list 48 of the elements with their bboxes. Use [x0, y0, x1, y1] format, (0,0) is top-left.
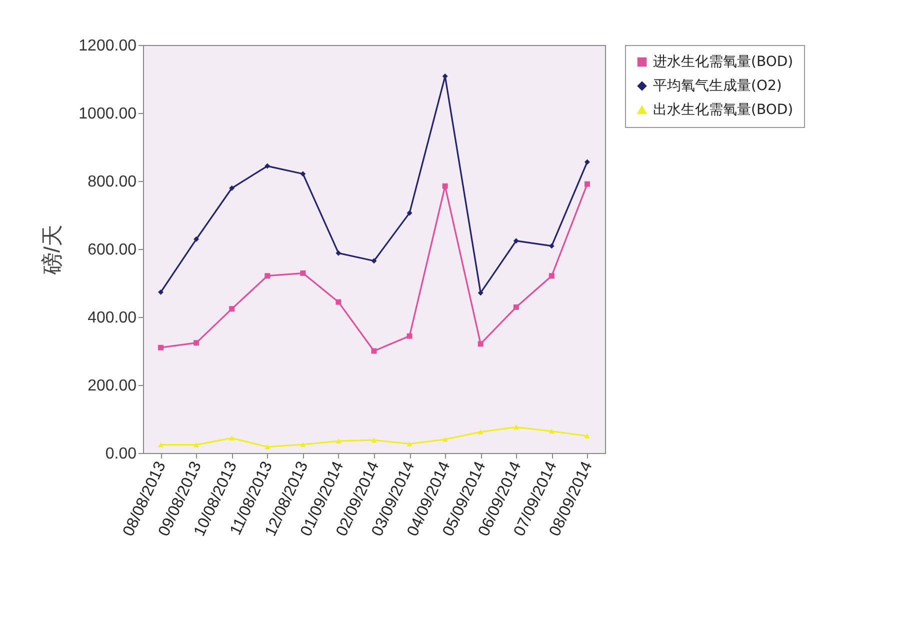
point	[264, 444, 270, 450]
point	[513, 304, 519, 310]
point	[513, 424, 519, 430]
point	[158, 442, 164, 448]
point	[406, 210, 412, 216]
point	[548, 243, 554, 249]
point	[229, 436, 235, 440]
point	[513, 238, 519, 244]
y-tick-label: 800.00	[88, 174, 137, 190]
point	[336, 438, 342, 444]
point	[406, 333, 412, 339]
point	[336, 299, 342, 305]
y-tick-label: 600.00	[88, 242, 137, 258]
point	[548, 273, 554, 279]
point	[264, 163, 270, 169]
legend-label: 出水生化需氧量(BOD)	[653, 102, 794, 118]
y-tick-label: 1200.00	[78, 38, 137, 54]
point	[336, 250, 342, 256]
point	[584, 434, 590, 438]
point	[548, 428, 554, 434]
point	[371, 258, 377, 264]
point	[478, 430, 484, 434]
point	[194, 236, 200, 242]
y-tick-label: 200.00	[88, 378, 137, 394]
point	[442, 183, 448, 189]
point	[406, 441, 412, 446]
point	[584, 181, 590, 187]
point	[371, 438, 377, 442]
legend-label: 平均氧气生成量(O2)	[653, 78, 782, 94]
point	[194, 442, 200, 448]
point	[158, 344, 164, 350]
point	[300, 442, 306, 447]
point	[229, 306, 235, 312]
point	[478, 341, 484, 347]
legend-label: 进水生化需氧量(BOD)	[653, 54, 794, 70]
point	[194, 340, 200, 346]
point	[300, 171, 306, 177]
point	[158, 289, 164, 295]
point	[442, 437, 448, 442]
y-tick-label: 400.00	[88, 310, 137, 326]
point	[229, 185, 235, 191]
y-tick-label: 0.00	[105, 446, 137, 462]
point	[584, 159, 590, 165]
y-tick-label: 1000.00	[78, 106, 137, 122]
point	[478, 290, 484, 296]
point	[300, 270, 306, 276]
point	[264, 273, 270, 279]
y-axis-title: 磅/天	[40, 224, 65, 276]
